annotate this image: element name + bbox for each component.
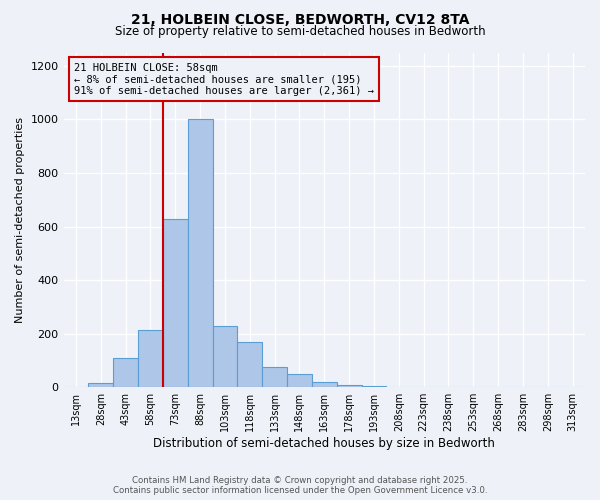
Bar — [113, 358, 138, 387]
Bar — [163, 218, 188, 387]
Bar — [287, 374, 312, 387]
Bar — [386, 386, 411, 387]
Text: Size of property relative to semi-detached houses in Bedworth: Size of property relative to semi-detach… — [115, 25, 485, 38]
Bar — [337, 384, 362, 387]
X-axis label: Distribution of semi-detached houses by size in Bedworth: Distribution of semi-detached houses by … — [154, 437, 495, 450]
Bar — [262, 367, 287, 387]
Bar — [212, 326, 238, 387]
Text: 21, HOLBEIN CLOSE, BEDWORTH, CV12 8TA: 21, HOLBEIN CLOSE, BEDWORTH, CV12 8TA — [131, 12, 469, 26]
Bar — [138, 330, 163, 387]
Bar — [238, 342, 262, 387]
Bar — [188, 120, 212, 387]
Text: 21 HOLBEIN CLOSE: 58sqm
← 8% of semi-detached houses are smaller (195)
91% of se: 21 HOLBEIN CLOSE: 58sqm ← 8% of semi-det… — [74, 62, 374, 96]
Bar — [88, 383, 113, 387]
Bar — [312, 382, 337, 387]
Bar — [362, 386, 386, 387]
Y-axis label: Number of semi-detached properties: Number of semi-detached properties — [15, 117, 25, 323]
Text: Contains HM Land Registry data © Crown copyright and database right 2025.
Contai: Contains HM Land Registry data © Crown c… — [113, 476, 487, 495]
